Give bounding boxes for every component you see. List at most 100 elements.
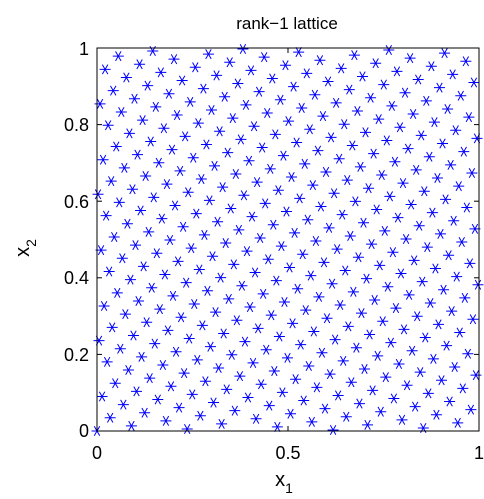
data-point	[385, 337, 397, 348]
data-point	[336, 209, 348, 220]
data-point	[405, 199, 417, 210]
data-point	[226, 349, 238, 360]
data-point	[431, 173, 443, 184]
data-point	[102, 120, 114, 131]
data-point	[277, 150, 289, 161]
data-point	[247, 357, 259, 368]
data-point	[449, 361, 461, 373]
data-point	[194, 410, 206, 421]
data-point	[96, 391, 108, 402]
data-point	[231, 315, 243, 326]
data-point	[105, 176, 117, 187]
data-point	[286, 172, 298, 183]
data-point	[325, 132, 337, 143]
data-point	[471, 133, 483, 144]
data-point	[266, 73, 278, 84]
data-point	[118, 162, 130, 173]
data-point	[420, 95, 432, 106]
data-point	[148, 192, 160, 203]
data-point	[109, 378, 121, 389]
data-point	[292, 283, 304, 294]
data-point	[125, 420, 137, 431]
data-point	[330, 97, 342, 108]
data-point	[437, 138, 449, 149]
data-point	[444, 396, 456, 407]
data-point	[268, 366, 280, 377]
data-point	[343, 84, 355, 95]
data-point	[239, 336, 251, 347]
data-point	[334, 300, 346, 311]
data-point	[381, 135, 393, 146]
data-point	[252, 323, 264, 334]
data-point	[127, 330, 139, 341]
data-point	[439, 48, 451, 59]
data-point	[219, 91, 231, 102]
data-point	[186, 389, 198, 400]
data-point	[170, 346, 182, 357]
data-point	[103, 266, 115, 277]
data-point	[196, 320, 208, 331]
data-point	[402, 143, 414, 154]
data-point	[430, 409, 442, 420]
data-point	[207, 251, 219, 262]
data-point	[100, 210, 112, 221]
data-point	[158, 123, 170, 134]
data-point	[438, 284, 450, 295]
data-point	[341, 175, 353, 186]
data-point	[113, 197, 125, 208]
data-point	[212, 216, 224, 227]
data-point	[380, 372, 392, 383]
data-point	[260, 344, 272, 355]
data-point	[411, 311, 423, 322]
data-point	[365, 92, 377, 103]
data-point	[368, 148, 380, 159]
chart-title: rank−1 lattice	[236, 14, 338, 33]
y-tick-label-0: 0	[79, 421, 89, 441]
x-axis-label: x1	[275, 469, 293, 496]
data-point	[424, 297, 436, 309]
data-point	[173, 402, 185, 413]
data-point	[139, 407, 151, 418]
data-point	[391, 66, 403, 77]
data-point	[146, 282, 158, 293]
plot-frame	[96, 47, 480, 432]
data-point	[150, 101, 162, 112]
data-point	[303, 360, 315, 371]
data-point	[270, 275, 282, 286]
data-point	[422, 388, 434, 399]
data-point	[404, 53, 416, 64]
data-point	[344, 230, 356, 241]
data-point	[359, 364, 371, 375]
data-point	[255, 379, 267, 390]
data-point	[291, 137, 303, 148]
data-point	[94, 98, 106, 109]
data-point	[267, 219, 279, 230]
data-point	[133, 295, 145, 306]
data-point	[229, 405, 241, 416]
data-point	[387, 247, 399, 258]
data-point	[220, 238, 232, 249]
data-point	[180, 277, 192, 288]
data-point	[162, 325, 174, 336]
data-point	[232, 78, 244, 89]
data-point	[338, 119, 350, 130]
data-point	[347, 286, 359, 297]
data-point	[353, 398, 365, 409]
data-point	[384, 191, 396, 202]
data-point	[378, 79, 390, 90]
y-tick-label-2: 0.4	[64, 268, 89, 288]
data-point	[155, 67, 167, 78]
data-point	[164, 234, 176, 246]
data-point	[339, 265, 351, 276]
data-point	[426, 207, 438, 218]
x-tick-label-1: 0.5	[275, 443, 300, 463]
data-point	[248, 121, 260, 132]
data-point	[197, 83, 209, 94]
data-point	[311, 382, 323, 393]
data-point	[142, 80, 154, 91]
data-point	[215, 272, 227, 283]
data-point	[280, 206, 292, 217]
data-point	[349, 196, 361, 207]
data-point	[370, 58, 382, 69]
data-point	[305, 270, 317, 281]
